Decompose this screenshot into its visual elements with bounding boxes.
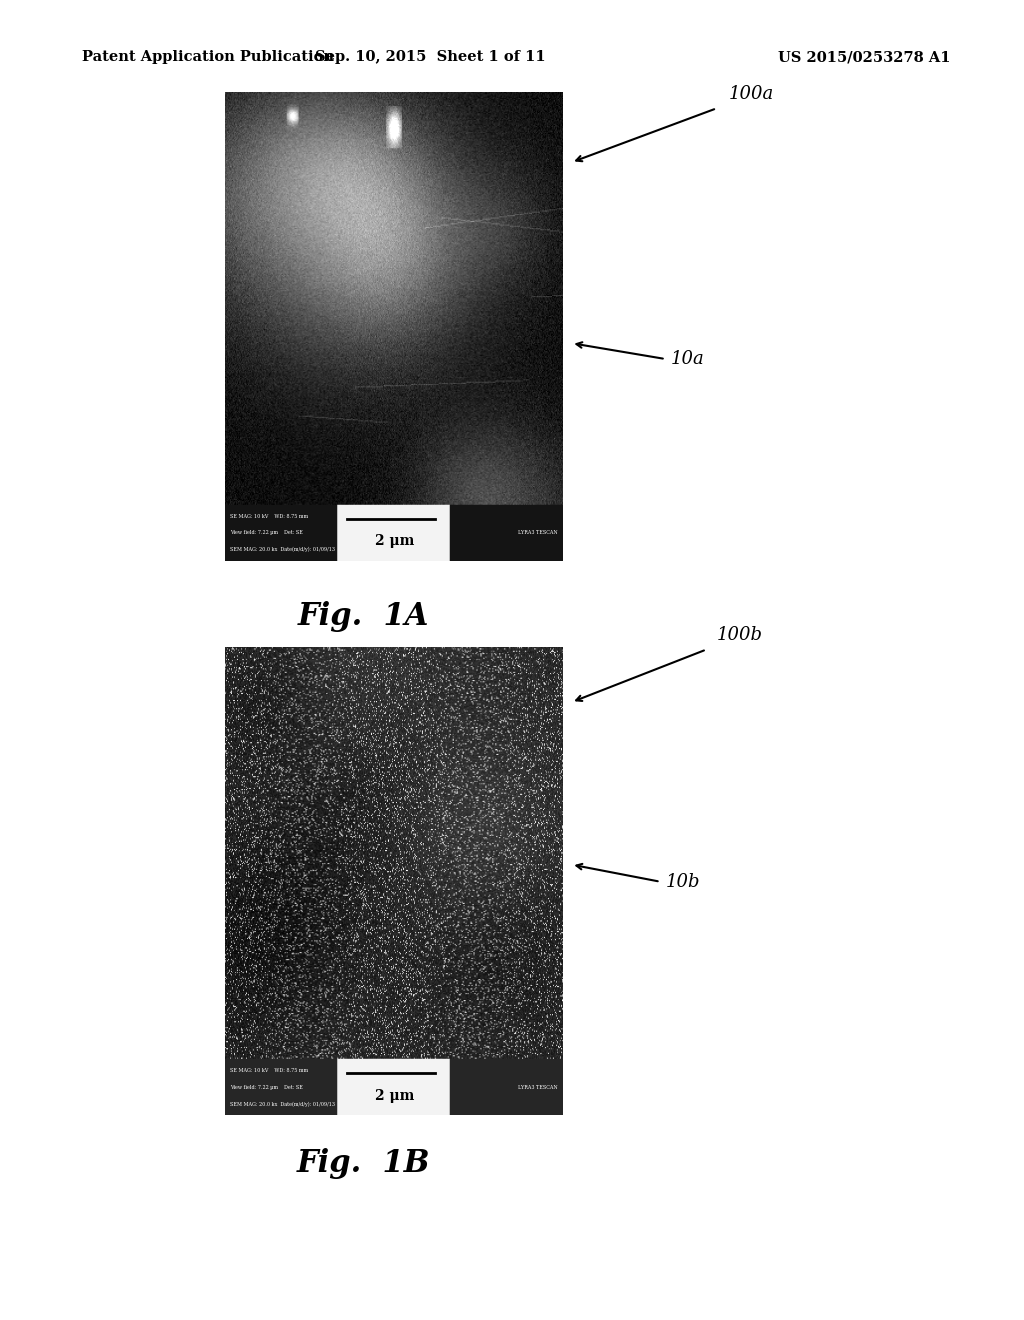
Text: Fig.  1B: Fig. 1B — [297, 1148, 430, 1179]
Text: 10b: 10b — [666, 873, 700, 891]
Text: 100a: 100a — [729, 84, 774, 103]
Text: Patent Application Publication: Patent Application Publication — [82, 50, 334, 65]
Text: US 2015/0253278 A1: US 2015/0253278 A1 — [778, 50, 950, 65]
Text: 2 μm: 2 μm — [375, 535, 414, 548]
Text: 100b: 100b — [717, 626, 763, 644]
Text: 2 μm: 2 μm — [375, 1089, 414, 1102]
Text: SEM MAG: 20.0 kx  Date(m/d/y): 01/09/13: SEM MAG: 20.0 kx Date(m/d/y): 01/09/13 — [230, 1101, 335, 1106]
Text: SE MAG: 10 kV    WD: 8.75 mm: SE MAG: 10 kV WD: 8.75 mm — [230, 513, 308, 519]
Text: SE MAG: 10 kV    WD: 8.75 mm: SE MAG: 10 kV WD: 8.75 mm — [230, 1068, 308, 1073]
Text: View field: 7.22 µm    Det: SE: View field: 7.22 µm Det: SE — [230, 1085, 303, 1090]
Text: Sep. 10, 2015  Sheet 1 of 11: Sep. 10, 2015 Sheet 1 of 11 — [314, 50, 546, 65]
Text: View field: 7.22 µm    Det: SE: View field: 7.22 µm Det: SE — [230, 531, 303, 536]
Text: 10a: 10a — [671, 350, 705, 368]
Text: LYRA3 TESCAN: LYRA3 TESCAN — [518, 531, 558, 536]
Text: LYRA3 TESCAN: LYRA3 TESCAN — [518, 1085, 558, 1090]
Text: Fig.  1A: Fig. 1A — [298, 601, 429, 631]
Text: SEM MAG: 20.0 kx  Date(m/d/y): 01/09/13: SEM MAG: 20.0 kx Date(m/d/y): 01/09/13 — [230, 546, 335, 552]
